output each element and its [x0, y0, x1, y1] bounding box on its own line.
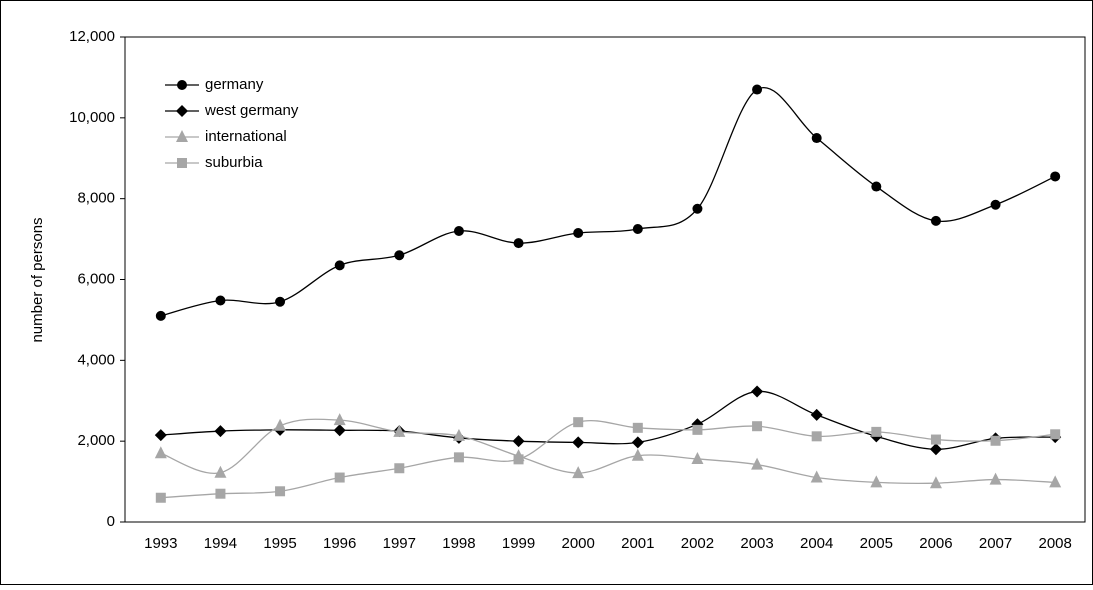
- x-tick-label: 2003: [740, 535, 773, 552]
- data-point: [393, 424, 406, 437]
- data-point: [810, 470, 823, 483]
- data-point: [929, 443, 942, 456]
- data-point: [1050, 429, 1061, 440]
- data-point: [692, 203, 703, 214]
- x-tick-label: 2004: [800, 535, 833, 552]
- data-point: [154, 429, 167, 442]
- y-tick-label: 12,000: [69, 28, 115, 45]
- legend-marker: [176, 130, 188, 142]
- y-tick-label: 6,000: [77, 270, 115, 287]
- y-tick-label: 2,000: [77, 432, 115, 449]
- series-line: [160, 390, 1056, 450]
- x-tick-label: 1994: [204, 535, 237, 552]
- data-point: [513, 454, 524, 465]
- data-point: [214, 465, 227, 478]
- data-point: [452, 428, 465, 441]
- data-point: [811, 133, 822, 144]
- x-tick-label: 1998: [442, 535, 475, 552]
- x-tick-label: 2001: [621, 535, 654, 552]
- data-point: [274, 418, 287, 431]
- data-point: [512, 435, 525, 448]
- data-point: [215, 295, 226, 306]
- data-point: [1050, 171, 1061, 182]
- data-point: [453, 226, 464, 236]
- y-axis-label: number of persons: [29, 217, 46, 342]
- data-point: [929, 476, 942, 489]
- data-point: [453, 452, 464, 463]
- x-tick-label: 2008: [1039, 535, 1072, 552]
- data-point: [215, 488, 226, 499]
- data-point: [275, 296, 286, 307]
- y-tick-label: 4,000: [77, 351, 115, 368]
- data-point: [572, 466, 585, 479]
- data-point: [333, 424, 346, 437]
- x-tick-label: 1996: [323, 535, 356, 552]
- data-point: [752, 84, 763, 95]
- legend-label: international: [205, 128, 287, 145]
- data-point: [334, 472, 345, 483]
- legend-marker: [177, 158, 187, 168]
- data-point: [214, 425, 227, 438]
- legend-marker: [176, 105, 188, 117]
- x-tick-label: 2000: [562, 535, 595, 552]
- y-tick-label: 0: [107, 513, 115, 530]
- series-line: [160, 418, 1056, 485]
- legend-marker: [177, 80, 187, 90]
- data-point: [394, 463, 405, 474]
- data-point: [990, 199, 1001, 210]
- data-point: [751, 457, 764, 470]
- data-point: [155, 310, 166, 321]
- x-tick-label: 2006: [919, 535, 952, 552]
- data-point: [870, 475, 883, 488]
- data-point: [990, 435, 1001, 446]
- data-point: [691, 451, 704, 464]
- legend-label: suburbia: [205, 154, 263, 171]
- x-tick-label: 2002: [681, 535, 714, 552]
- data-point: [871, 426, 882, 437]
- data-point: [155, 492, 166, 503]
- data-point: [692, 424, 703, 435]
- data-point: [930, 434, 941, 445]
- data-point: [154, 446, 167, 459]
- data-point: [751, 385, 764, 398]
- data-point: [752, 421, 763, 432]
- x-tick-label: 1993: [144, 535, 177, 552]
- data-point: [810, 408, 823, 421]
- data-point: [989, 472, 1002, 485]
- series-line: [160, 420, 1056, 499]
- data-point: [334, 260, 345, 271]
- data-point: [1049, 475, 1062, 488]
- legend-label: west germany: [204, 102, 299, 119]
- data-point: [513, 238, 524, 249]
- x-tick-label: 1997: [383, 535, 416, 552]
- x-tick-label: 1995: [263, 535, 296, 552]
- x-tick-label: 1999: [502, 535, 535, 552]
- data-point: [573, 228, 584, 239]
- x-tick-label: 2005: [860, 535, 893, 552]
- data-point: [811, 431, 822, 442]
- data-point: [631, 436, 644, 449]
- data-point: [632, 223, 643, 234]
- data-point: [573, 417, 584, 428]
- data-point: [572, 436, 585, 449]
- y-tick-label: 8,000: [77, 190, 115, 207]
- data-point: [930, 215, 941, 226]
- data-point: [394, 250, 405, 261]
- data-point: [871, 181, 882, 192]
- data-point: [632, 422, 643, 433]
- data-point: [631, 448, 644, 461]
- legend-label: germany: [205, 76, 264, 93]
- data-point: [333, 413, 346, 426]
- data-point: [275, 486, 286, 497]
- y-tick-label: 10,000: [69, 109, 115, 126]
- x-tick-label: 2007: [979, 535, 1012, 552]
